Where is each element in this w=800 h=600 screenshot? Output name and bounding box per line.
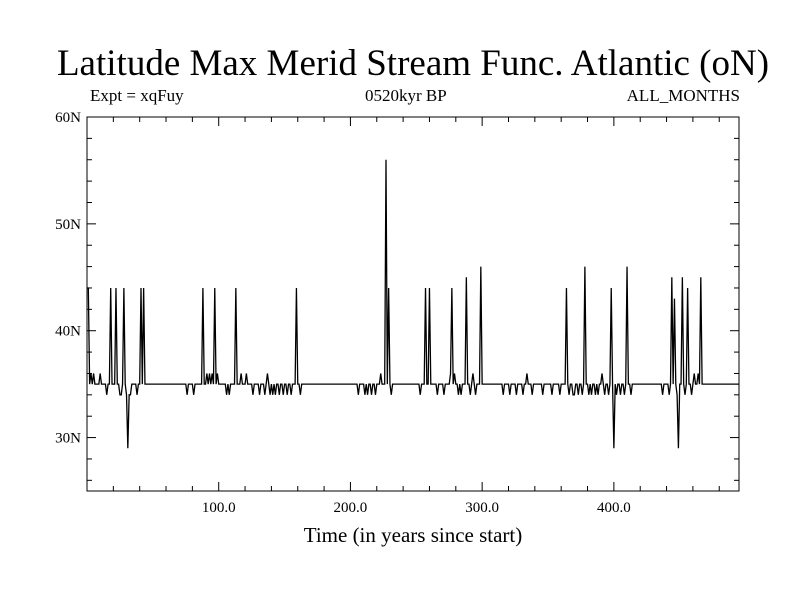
- series-layer: [87, 159, 739, 449]
- y-tick-label: 50N: [55, 217, 81, 233]
- period-label: 0520kyr BP: [365, 86, 447, 105]
- plot-border: [86, 116, 740, 492]
- experiment-label: Expt = xqFuy: [90, 86, 184, 105]
- tick-labels: 100.0 200.0 300.0 400.0 30N 40N 50N 60N: [55, 110, 631, 516]
- x-axis-label: Time (in years since start): [303, 523, 523, 547]
- y-tick-label: 60N: [55, 110, 81, 126]
- plot-frame: [86, 116, 740, 492]
- x-tick-label: 100.0: [202, 500, 236, 516]
- series-line: [87, 159, 739, 449]
- x-tick-label: 400.0: [597, 500, 631, 516]
- axis-ticks: [87, 116, 739, 491]
- x-tick-label: 300.0: [465, 500, 499, 516]
- y-tick-label: 30N: [55, 431, 81, 447]
- chart-title: Latitude Max Merid Stream Func. Atlantic…: [56, 43, 770, 84]
- months-label: ALL_MONTHS: [626, 86, 740, 105]
- x-tick-label: 200.0: [334, 500, 368, 516]
- y-tick-label: 40N: [55, 324, 81, 340]
